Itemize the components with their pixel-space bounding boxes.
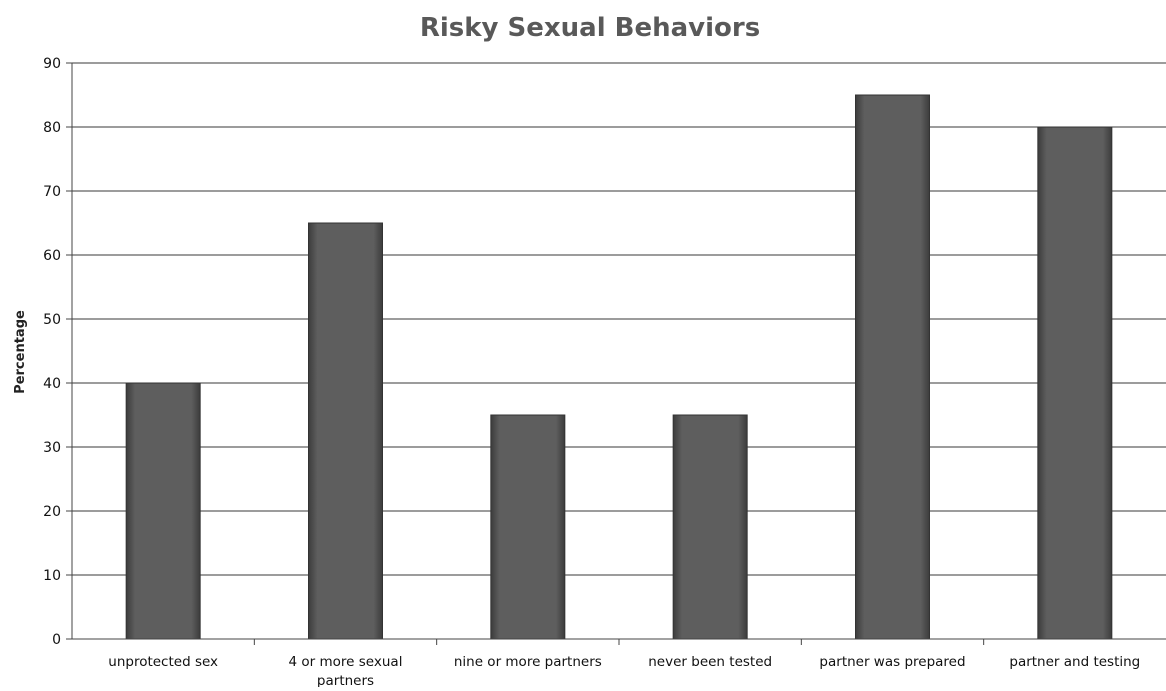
x-tick-label: never been tested [648, 654, 772, 670]
y-tick-label: 40 [43, 376, 61, 392]
x-tick-label: 4 or more sexual partners [289, 654, 403, 687]
y-tick-labels: 0 10 20 30 40 50 60 70 80 90 [43, 56, 61, 648]
x-tick-label-line: nine or more partners [454, 654, 602, 670]
x-tick-label-line: never been tested [648, 654, 772, 670]
x-tick-label-line: 4 or more sexual [289, 654, 403, 670]
gridlines [66, 62, 1166, 640]
bar [490, 414, 566, 640]
y-tick-label: 30 [43, 440, 61, 456]
bar [1037, 126, 1113, 640]
x-tick-label: nine or more partners [454, 654, 602, 670]
x-tick-label-line: partner was prepared [819, 654, 965, 670]
y-axis-label: Percentage [13, 310, 28, 394]
y-tick-label: 10 [43, 568, 61, 584]
x-tick-label-line: partners [317, 673, 374, 687]
y-tick-label: 70 [43, 184, 61, 200]
x-tick-labels: unprotected sex 4 or more sexual partners n… [108, 654, 1140, 689]
chart-title: Risky Sexual Behaviors [420, 13, 760, 43]
axes [71, 63, 1166, 645]
bars [125, 94, 1113, 640]
x-tick-label-line: partner and testing [1009, 654, 1140, 670]
bar [855, 94, 930, 640]
y-tick-label: 60 [43, 248, 61, 264]
y-tick-label: 0 [52, 632, 61, 648]
y-tick-label: 50 [43, 312, 61, 328]
x-tick-label: partner and testing [1009, 654, 1140, 670]
x-tick-label: partner was prepared [819, 654, 965, 670]
x-tick-label-line: unprotected sex [108, 654, 218, 670]
bar [672, 414, 748, 640]
bar [308, 222, 383, 640]
y-tick-label: 90 [43, 56, 61, 72]
y-tick-label: 20 [43, 504, 61, 520]
x-tick-label: unprotected sex [108, 654, 218, 670]
bar [125, 382, 201, 640]
y-tick-label: 80 [43, 120, 61, 136]
